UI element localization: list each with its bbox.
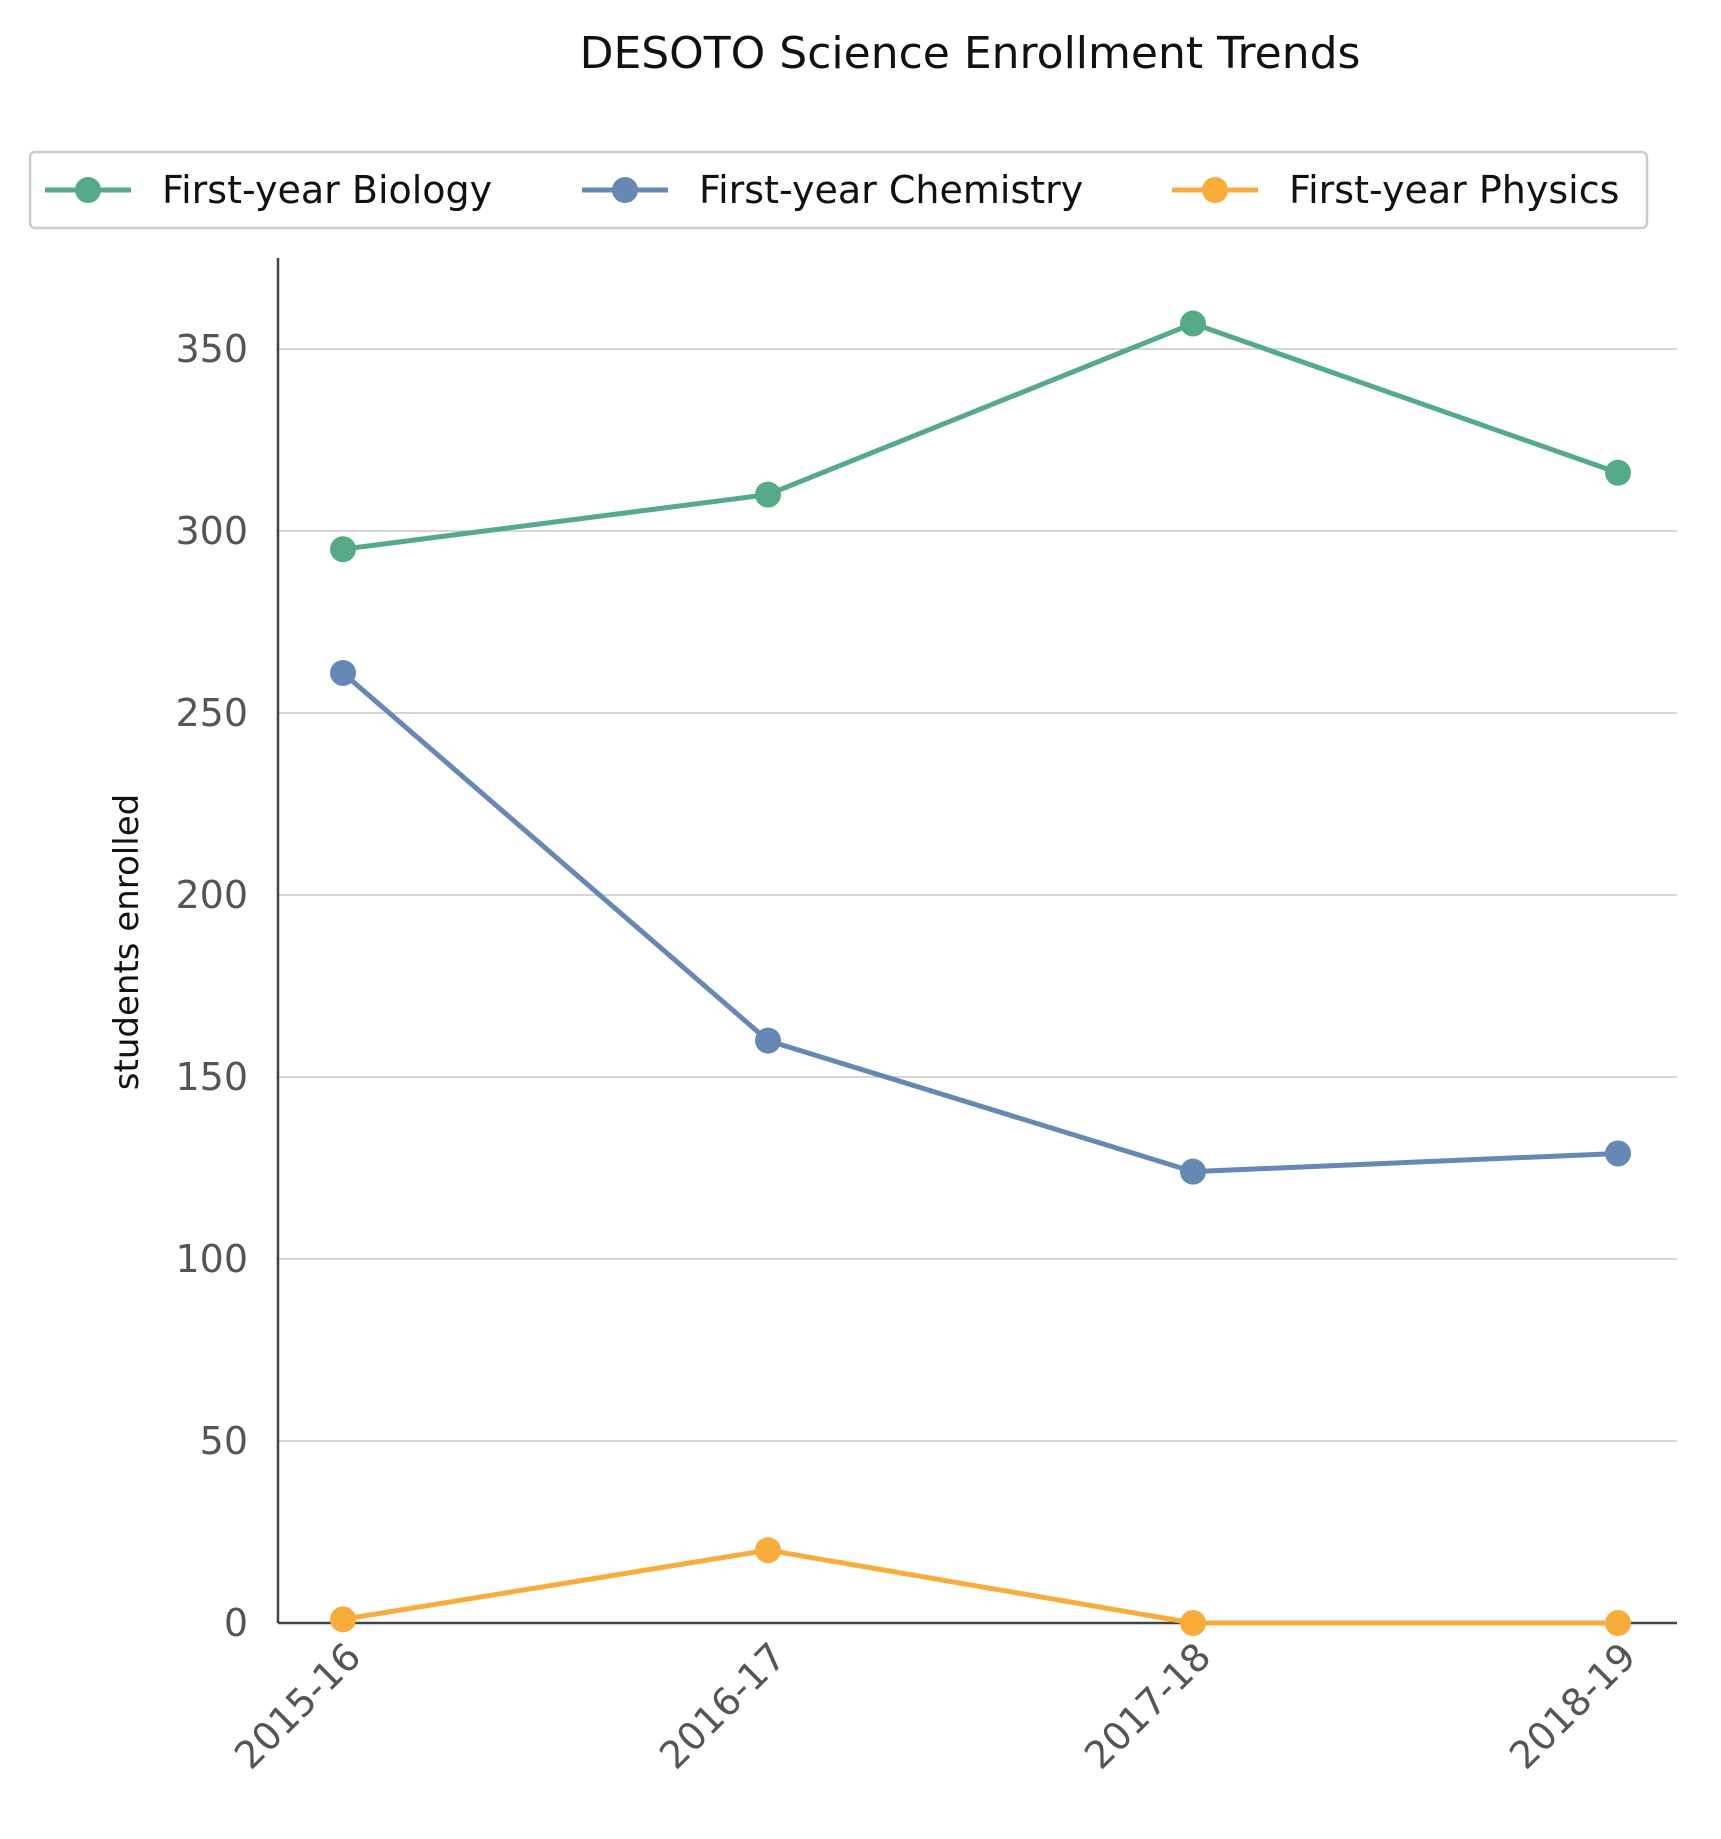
data-point: [1180, 1610, 1206, 1636]
data-point: [1605, 1610, 1631, 1636]
data-point: [330, 659, 356, 686]
x-tick-label: 2017-18: [1076, 1634, 1219, 1777]
series: [330, 659, 1631, 1185]
legend-swatch-marker: [1202, 177, 1228, 203]
y-tick-label: 100: [175, 1237, 248, 1281]
legend-label: First-year Biology: [162, 168, 492, 212]
legend-item: First-year Chemistry: [582, 168, 1083, 212]
data-point: [1180, 310, 1206, 337]
y-tick-label: 50: [200, 1419, 248, 1463]
legend-box: [28, 150, 1649, 230]
legend-label: First-year Physics: [1289, 168, 1619, 212]
x-tick-label: 2015-16: [226, 1634, 369, 1777]
legend-item: First-year Biology: [45, 168, 492, 212]
data-point: [330, 1606, 356, 1633]
data-point: [1605, 459, 1631, 486]
y-tick-label: 300: [175, 509, 248, 553]
data-point: [330, 536, 356, 563]
data-point: [1605, 1140, 1631, 1167]
chart-title: DESOTO Science Enrollment Trends: [580, 28, 1361, 79]
y-tick-label: 150: [175, 1055, 248, 1099]
data-point: [755, 1027, 781, 1054]
y-tick-labels: 0 50 100 150 200 250 300 350: [175, 327, 248, 1645]
y-tick-label: 250: [175, 691, 248, 735]
legend-swatch-marker: [612, 177, 638, 203]
x-tick-label: 2016-17: [651, 1634, 794, 1777]
series-line: [340, 670, 1621, 1175]
data-point: [755, 1537, 781, 1564]
legend: First-year Biology First-year Chemistry Fi…: [28, 150, 1649, 230]
data-point: [755, 481, 781, 508]
y-tick-label: 200: [175, 873, 248, 917]
data-point: [1180, 1158, 1206, 1185]
series-layer: [330, 310, 1631, 1636]
series-line: [340, 321, 1621, 552]
x-tick-label: 2018-19: [1501, 1634, 1644, 1777]
axes-layer: [276, 258, 1677, 1625]
y-axis-label: students enrolled: [107, 794, 147, 1090]
series: [330, 1537, 1631, 1636]
y-tick-label: 0: [224, 1601, 248, 1645]
x-tick-labels: 2015-16 2016-17 2017-18 2018-19: [226, 1634, 1644, 1777]
series: [330, 310, 1631, 563]
legend-swatch-marker: [75, 177, 101, 203]
y-tick-label: 350: [175, 327, 248, 371]
grid-layer: [278, 348, 1677, 1442]
legend-label: First-year Chemistry: [699, 168, 1083, 212]
legend-item: First-year Physics: [1172, 168, 1619, 212]
series-line: [340, 1547, 1621, 1626]
